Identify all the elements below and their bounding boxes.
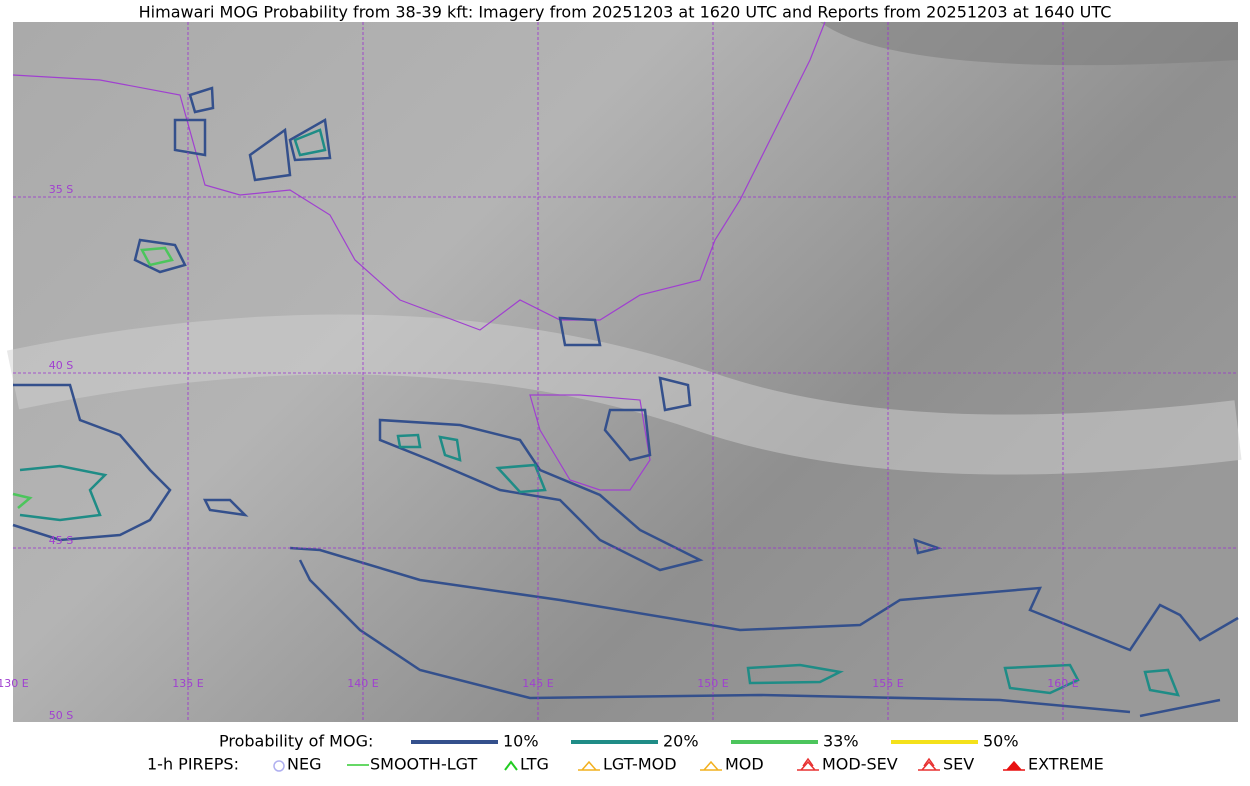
pirep-symbol bbox=[1003, 760, 1025, 771]
tasmania bbox=[529, 394, 651, 491]
pirep-label: LGT-MOD bbox=[603, 755, 677, 774]
lon-label: 145 E bbox=[522, 677, 553, 690]
coastline bbox=[12, 21, 826, 331]
legend-label: 10% bbox=[503, 732, 539, 751]
lat-label: 50 S bbox=[49, 709, 73, 722]
lat-label: 45 S bbox=[49, 534, 73, 547]
pirep-label: MOD bbox=[725, 755, 764, 774]
contours-33 bbox=[12, 246, 174, 509]
lon-label: 130 E bbox=[0, 677, 29, 690]
pirep-label: SEV bbox=[943, 755, 974, 774]
lon-label: 155 E bbox=[872, 677, 903, 690]
lon-label: 150 E bbox=[697, 677, 728, 690]
pirep-label: EXTREME bbox=[1028, 755, 1104, 774]
legend-label: 20% bbox=[663, 732, 699, 751]
dark-band bbox=[820, 22, 1238, 66]
lat-label: 35 S bbox=[49, 183, 73, 196]
pirep-symbol bbox=[504, 760, 518, 771]
map bbox=[6, 21, 1242, 722]
pirep-label: NEG bbox=[287, 755, 321, 774]
pirep-symbol bbox=[273, 760, 285, 772]
pirep-label: SMOOTH-LGT bbox=[370, 755, 477, 774]
legend-title: Probability of MOG: bbox=[219, 732, 373, 751]
pireps-title: 1-h PIREPS: bbox=[147, 755, 239, 774]
pirep-label: LTG bbox=[520, 755, 549, 774]
pirep-symbol bbox=[802, 757, 814, 767]
title: Himawari MOG Probability from 38-39 kft:… bbox=[139, 3, 1112, 22]
lon-label: 135 E bbox=[172, 677, 203, 690]
pirep-symbol bbox=[918, 760, 940, 771]
pirep-symbol bbox=[797, 760, 819, 771]
lon-label: 160 E bbox=[1047, 677, 1078, 690]
lat-label: 40 S bbox=[49, 359, 73, 372]
pirep-symbol bbox=[923, 757, 935, 767]
contours-20 bbox=[19, 128, 1180, 697]
legend-label: 33% bbox=[823, 732, 859, 751]
pirep-symbol bbox=[578, 760, 600, 771]
pirep-symbol bbox=[700, 760, 722, 771]
legend-label: 50% bbox=[983, 732, 1019, 751]
pirep-label: MOD-SEV bbox=[822, 755, 898, 774]
lon-label: 140 E bbox=[347, 677, 378, 690]
contours-10 bbox=[12, 86, 1239, 718]
